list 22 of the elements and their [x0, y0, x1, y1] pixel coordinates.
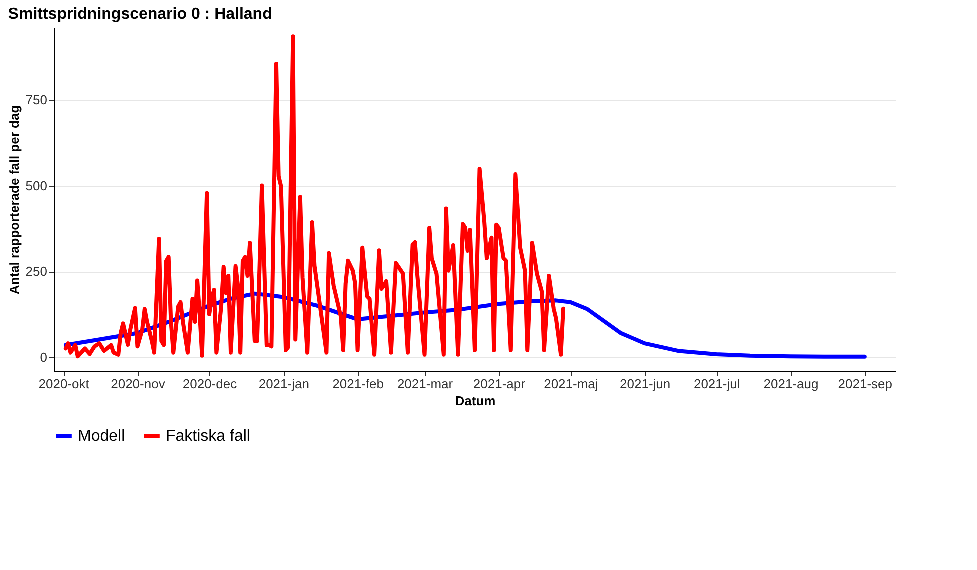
x-tick-label: 2021-jun [620, 376, 671, 392]
y-tick-label: 250 [26, 264, 48, 280]
legend-label: Modell [78, 428, 126, 445]
y-tick-label: 750 [26, 92, 48, 108]
y-axis-title: Antal rapporterade fall per dag [6, 105, 22, 295]
y-tick-label: 0 [40, 350, 48, 365]
x-tick-label: 2021-feb [332, 376, 384, 392]
x-tick-label: 2020-dec [182, 376, 238, 392]
line-series [64, 34, 566, 359]
x-tick-label: 2021-jan [258, 376, 310, 392]
x-tick-label: 2021-mar [397, 376, 454, 392]
x-axis-title: Datum [455, 394, 496, 408]
x-tick-label: 2021-sep [838, 376, 893, 392]
y-tick-label: 500 [26, 178, 48, 194]
legend-label: Faktiska fall [166, 428, 250, 445]
x-tick-label: 2020-nov [111, 376, 166, 392]
x-tick-label: 2020-okt [38, 376, 90, 392]
chart-title: Smittspridningscenario 0 : Halland [8, 6, 272, 23]
x-tick-label: 2021-maj [544, 376, 598, 392]
x-tick-label: 2021-apr [473, 376, 526, 392]
x-tick-label: 2021-aug [764, 376, 819, 392]
x-tick-label: 2021-jul [694, 376, 740, 392]
